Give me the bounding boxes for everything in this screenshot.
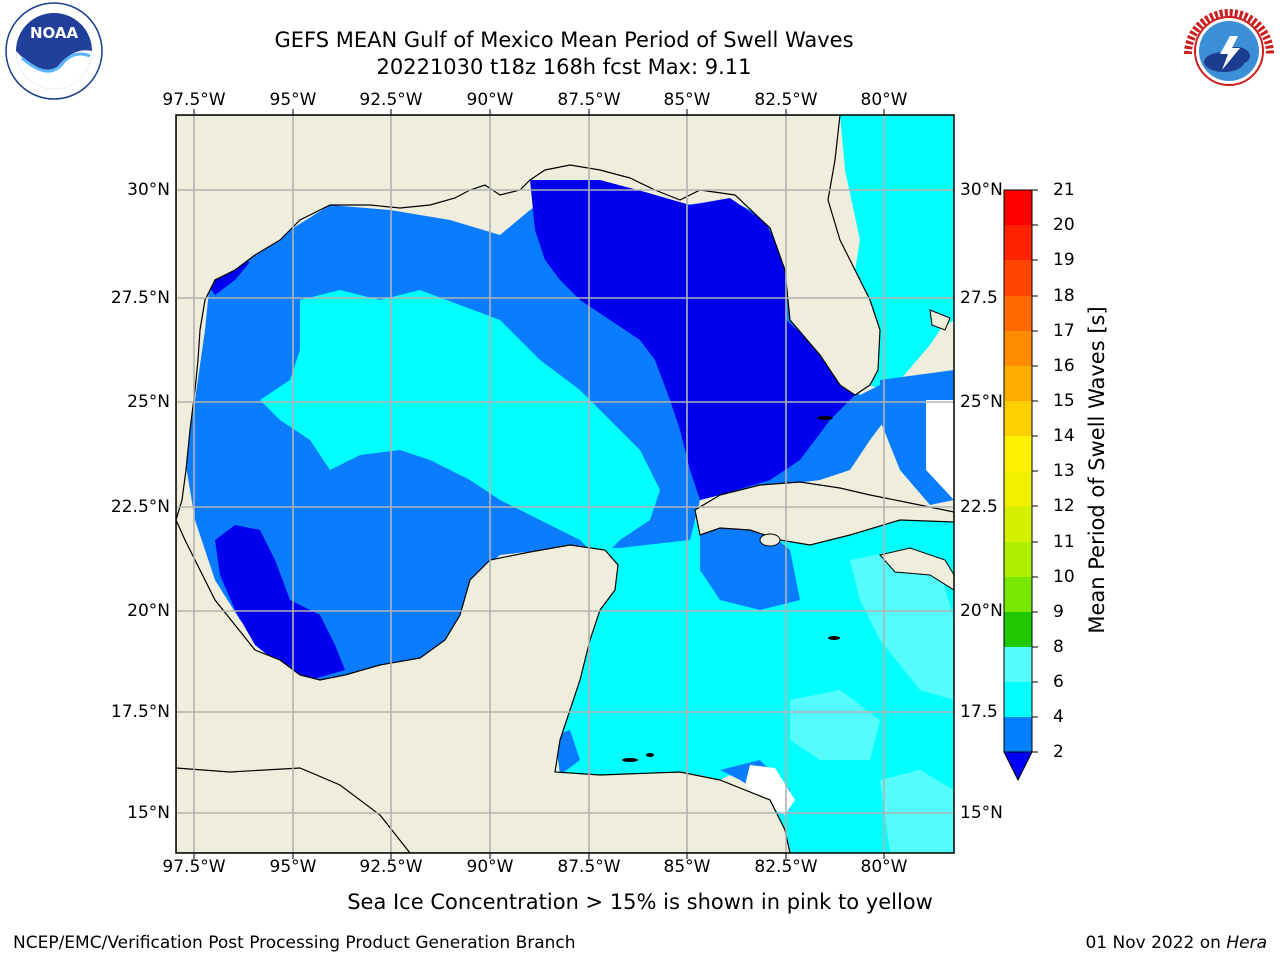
lat-label-right: 17.5 — [960, 702, 998, 722]
colorbar-segment — [1004, 260, 1032, 296]
lon-label-bottom: 92.5°W — [359, 857, 423, 877]
noaa-logo: NOAA — [5, 2, 103, 100]
colorbar-segment — [1004, 225, 1032, 260]
colorbar-tick: 18 — [1053, 286, 1075, 306]
colorbar-tick: 11 — [1053, 532, 1075, 552]
lon-label-bottom: 85°W — [663, 857, 711, 877]
colorbar-label: Mean Period of Swell Waves [s] — [1085, 306, 1109, 634]
colorbar-segment — [1004, 366, 1032, 401]
lat-label-left: 15°N — [127, 803, 170, 823]
colorbar-tick: 9 — [1053, 602, 1064, 622]
colorbar-tick: 16 — [1053, 356, 1075, 376]
lat-label-left: 30°N — [127, 180, 170, 200]
lon-label-bottom: 90°W — [466, 857, 514, 877]
footer-credit: NCEP/EMC/Verification Post Processing Pr… — [13, 933, 576, 953]
colorbar-tick: 6 — [1053, 672, 1064, 692]
colorbar-tick: 13 — [1053, 461, 1075, 481]
colorbar-tick: 17 — [1053, 321, 1075, 341]
lon-label-top: 82.5°W — [754, 90, 818, 110]
lon-label-top: 90°W — [466, 90, 514, 110]
lat-label-left: 20°N — [127, 601, 170, 621]
lat-label-left: 17.5°N — [110, 702, 170, 722]
colorbar-segment — [1004, 296, 1032, 331]
colorbar-segment — [1004, 717, 1032, 752]
nws-logo — [1182, 4, 1276, 98]
lon-label-top: 85°W — [663, 90, 711, 110]
colorbar-segment — [1004, 436, 1032, 471]
colorbar — [1003, 189, 1038, 782]
colorbar-tick: 10 — [1053, 567, 1075, 587]
swell-4-6s-central — [260, 290, 660, 560]
colorbar-extend-arrow — [1003, 751, 1033, 782]
colorbar-segment — [1004, 190, 1032, 225]
lat-label-right: 27.5 — [960, 288, 998, 308]
lat-label-left: 25°N — [127, 392, 170, 412]
lon-label-top: 97.5°W — [162, 90, 226, 110]
colorbar-segment — [1004, 506, 1032, 542]
lon-label-top: 87.5°W — [557, 90, 621, 110]
colorbar-segment — [1004, 577, 1032, 612]
map-frame — [175, 114, 955, 854]
lon-label-bottom: 95°W — [269, 857, 317, 877]
colorbar-tick: 14 — [1053, 426, 1075, 446]
footer-date: 01 Nov 2022 on Hera — [1085, 933, 1267, 953]
colorbar-tick: 2 — [1053, 742, 1064, 762]
lon-label-top: 92.5°W — [359, 90, 423, 110]
sea-ice-note: Sea Ice Concentration > 15% is shown in … — [347, 890, 933, 914]
lon-label-bottom: 97.5°W — [162, 857, 226, 877]
caribbean-sea — [555, 520, 954, 853]
swell-under-2s-east — [530, 180, 855, 500]
mexico-central-america-coast — [176, 519, 791, 853]
north-america-coast — [176, 115, 881, 521]
footer-host: Hera — [1226, 933, 1267, 953]
noaa-logo-text: NOAA — [30, 24, 79, 42]
lat-label-right: 22.5 — [960, 497, 998, 517]
lat-label-right: 30°N — [960, 180, 1003, 200]
lat-label-left: 27.5°N — [110, 288, 170, 308]
colorbar-tick: 15 — [1053, 391, 1075, 411]
lon-label-bottom: 82.5°W — [754, 857, 818, 877]
colorbar-segment — [1004, 647, 1032, 682]
lon-label-bottom: 80°W — [860, 857, 908, 877]
colorbar-tick: 8 — [1053, 637, 1064, 657]
colorbar-tick: 4 — [1053, 707, 1064, 727]
map-title: GEFS MEAN Gulf of Mexico Mean Period of … — [274, 28, 854, 52]
colorbar-segment — [1004, 471, 1032, 506]
colorbar-segment — [1004, 542, 1032, 577]
map-subtitle: 20221030 t18z 168h fcst Max: 9.11 — [376, 55, 752, 79]
lat-label-right: 20°N — [960, 601, 1003, 621]
colorbar-segment — [1004, 612, 1032, 647]
map-gridlines — [176, 115, 954, 853]
colorbar-tick: 20 — [1053, 215, 1075, 235]
colorbar-segment — [1004, 401, 1032, 436]
lat-label-left: 22.5°N — [110, 497, 170, 517]
colorbar-segment — [1004, 331, 1032, 366]
lat-label-right: 15°N — [960, 803, 1003, 823]
lat-label-right: 25°N — [960, 392, 1003, 412]
lon-label-top: 80°W — [860, 90, 908, 110]
swell-under-2s-west — [215, 525, 345, 680]
colorbar-tick: 21 — [1053, 180, 1075, 200]
colorbar-tick: 12 — [1053, 496, 1075, 516]
no-data-bahamas — [926, 400, 954, 500]
lon-label-top: 95°W — [269, 90, 317, 110]
lon-label-bottom: 87.5°W — [557, 857, 621, 877]
colorbar-segment — [1004, 682, 1032, 717]
colorbar-tick: 19 — [1053, 250, 1075, 270]
